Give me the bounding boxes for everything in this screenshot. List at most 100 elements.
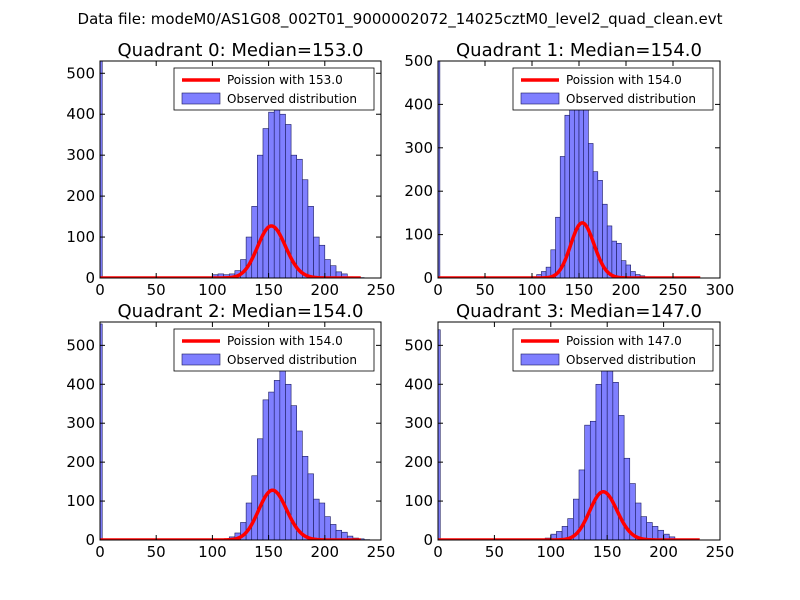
y-tick-label: 400: [404, 95, 433, 113]
histogram-bar: [588, 143, 594, 278]
histogram-bar: [592, 171, 599, 278]
x-tick-label: 50: [147, 543, 166, 561]
y-tick-label: 300: [66, 146, 95, 164]
x-tick-label: 200: [310, 281, 339, 299]
histogram-bar: [635, 502, 642, 540]
histogram-bar: [578, 86, 584, 278]
y-tick-label: 300: [66, 414, 95, 432]
histogram-bar: [625, 264, 631, 278]
histogram-bar: [279, 113, 286, 278]
y-tick-label: 300: [404, 139, 433, 157]
y-tick-label: 400: [66, 375, 95, 393]
legend-bar-swatch: [181, 92, 221, 105]
x-tick-label: 300: [706, 281, 735, 299]
x-tick-label: 250: [367, 281, 396, 299]
histogram-bar: [313, 236, 320, 278]
legend-bar-swatch: [181, 353, 221, 366]
x-tick-label: 250: [659, 281, 688, 299]
histogram-bar: [652, 526, 659, 540]
axes-frame: [99, 60, 382, 279]
plot-area: [438, 61, 702, 278]
y-tick-label: 400: [66, 105, 95, 123]
y-tick-label: 0: [85, 531, 95, 549]
histogram-bar: [100, 61, 103, 278]
histogram-bar: [595, 383, 602, 540]
histogram-bar: [606, 345, 614, 540]
y-tick-label: 100: [66, 492, 95, 510]
legend-bar-label: Observed distribution: [566, 92, 696, 106]
histogram-bar: [601, 352, 608, 540]
x-tick-label: 100: [536, 543, 565, 561]
histogram-bar: [324, 259, 331, 278]
legend-bar-swatch: [520, 92, 560, 105]
histogram-bar: [257, 438, 264, 540]
histogram-bar: [268, 391, 275, 540]
y-tick-label: 200: [66, 187, 95, 205]
poisson-curve: [438, 221, 702, 278]
histogram-bar: [438, 61, 441, 278]
x-tick-label: 150: [254, 281, 283, 299]
quadrant-panel-0: 0 50 100 150 200 250 0 100 200 300 400 500 Quadrant …: [66, 40, 395, 299]
histogram-bar: [251, 475, 258, 540]
y-tick-label: 0: [423, 531, 433, 549]
legend-box: [173, 67, 375, 111]
subplot-title: Quadrant 1: Median=154.0: [456, 40, 702, 61]
histogram-bar: [251, 206, 258, 278]
histogram-bar: [302, 456, 309, 540]
histogram-bar: [583, 99, 589, 278]
y-tick-label: 400: [404, 375, 433, 393]
histogram-bar: [273, 99, 281, 278]
legend-bar-label: Observed distribution: [566, 353, 696, 367]
histogram-bar: [273, 380, 281, 540]
x-tick-label: 50: [147, 281, 166, 299]
y-tick-label: 0: [423, 269, 433, 287]
legend-line-label: Poission with 154.0: [566, 73, 682, 87]
histogram-bar: [318, 244, 326, 278]
histogram-bar: [257, 154, 264, 278]
subplot-title: Quadrant 0: Median=153.0: [118, 40, 364, 61]
quadrant-panel-2: 0 50 100 150 200 250 0 100 200 300 400 500 Quadrant …: [66, 301, 395, 561]
x-tick-label: 50: [485, 543, 504, 561]
histogram-bar: [324, 516, 331, 540]
x-tick-label: 0: [95, 281, 105, 299]
quadrant-panel-3: 0 50 100 150 200 250 0 100 200 300 400 500 Quadrant …: [404, 301, 734, 561]
histogram-bar: [330, 265, 337, 278]
histogram-bar: [268, 111, 275, 278]
y-tick-label: 500: [66, 336, 95, 354]
y-tick-label: 500: [404, 52, 433, 70]
plot-area: [438, 329, 701, 540]
histogram-bar: [262, 399, 269, 540]
y-tick-label: 200: [404, 182, 433, 200]
legend-line-label: Poission with 147.0: [566, 334, 682, 348]
y-tick-label: 200: [66, 453, 95, 471]
histogram-bar: [296, 430, 303, 540]
histogram-bar: [307, 206, 314, 278]
legend: Poission with 154.0 Observed distribution: [512, 67, 714, 111]
histogram-bar: [279, 360, 286, 540]
suptitle: Data file: modeM0/AS1G08_002T01_90000020…: [78, 10, 723, 29]
histogram-bar: [620, 260, 627, 278]
histogram-bar: [302, 179, 309, 278]
histogram-bar: [573, 82, 580, 278]
legend-bar-swatch: [520, 353, 560, 366]
histogram-bar: [296, 158, 303, 278]
x-tick-label: 200: [649, 543, 678, 561]
legend-line-label: Poission with 154.0: [227, 334, 343, 348]
x-tick-label: 50: [475, 281, 494, 299]
histogram-bar: [589, 420, 597, 540]
histogram-bar: [100, 323, 103, 540]
histogram-bar: [569, 101, 575, 278]
legend-line-label: Poission with 153.0: [227, 73, 343, 87]
legend-bar-label: Observed distribution: [227, 92, 357, 106]
histogram-bar: [307, 473, 314, 540]
legend: Poission with 154.0 Observed distribution: [173, 328, 375, 372]
histogram-bar: [245, 502, 253, 540]
x-tick-label: 250: [367, 543, 396, 561]
histogram-bar: [313, 498, 320, 540]
x-tick-label: 0: [95, 543, 105, 561]
y-tick-label: 0: [85, 269, 95, 287]
axes-frame: [99, 321, 382, 541]
y-tick-label: 300: [404, 414, 433, 432]
y-tick-label: 500: [404, 336, 433, 354]
x-tick-label: 200: [310, 543, 339, 561]
